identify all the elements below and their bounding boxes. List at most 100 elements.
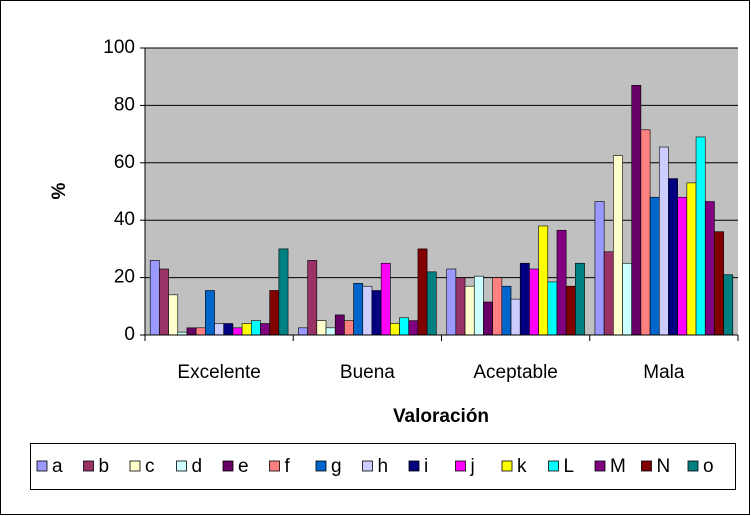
bar [556,229,567,336]
bar [501,285,512,336]
bar [704,201,715,336]
legend-swatch [687,460,699,472]
legend-swatch [594,460,606,472]
y-tick-label: 20 [114,267,135,288]
bar [547,281,558,336]
bar [492,277,503,336]
legend-label: M [610,456,626,477]
legend-swatch [362,460,373,472]
legend-label: o [703,456,714,477]
legend-swatch [548,460,559,472]
bar [186,327,197,336]
legend-swatch [176,460,187,472]
bar [362,285,373,336]
bar [575,262,585,336]
legend-swatch [222,460,234,472]
bar [603,251,614,336]
bar [232,327,243,336]
bar [473,275,484,336]
bar [371,290,382,336]
bar [344,320,354,336]
bar [260,323,270,336]
y-tick-label: 100 [103,37,135,58]
legend-label: b [99,456,110,477]
legend-label: f [285,456,291,477]
bar [565,285,576,336]
bar [149,260,160,336]
bar [334,314,345,336]
bar [250,320,261,336]
x-tick-label: Excelente [177,362,260,383]
legend-label: d [192,456,203,477]
legend-swatch [315,460,327,472]
legend-label: L [564,456,575,477]
bar [668,178,678,336]
x-tick-label: Mala [643,362,685,383]
legend-label: c [145,456,155,477]
x-axis-title: Valoración [393,406,489,427]
bar [159,268,169,336]
legend-swatch [36,460,48,472]
y-tick-label: 40 [114,209,135,230]
legend-label: j [470,456,475,477]
y-tick-label: 80 [114,94,135,115]
bar [269,290,280,336]
bar [168,294,179,336]
legend-label: k [517,456,527,477]
bar [640,129,651,336]
legend-swatch [501,460,513,472]
y-tick-label: 0 [124,324,135,345]
bar [529,268,539,336]
bar [298,327,308,336]
bar [408,320,419,336]
legend-label: a [52,456,63,477]
legend-swatch [641,460,652,472]
bar [417,248,428,336]
legend-swatch [83,460,94,472]
bar [214,323,225,336]
legend [30,443,736,490]
bar [446,268,457,336]
bar [714,231,724,336]
bar [353,283,364,336]
bar [455,277,466,336]
bar [510,298,521,336]
bar [686,182,697,336]
legend-swatch [455,460,466,472]
legend-label: e [238,456,249,477]
bar [594,201,605,336]
legend-label: h [378,456,389,477]
bar [223,323,234,336]
bar [723,274,734,336]
bar [538,225,549,336]
legend-swatch [129,460,141,472]
bar [426,271,437,336]
y-tick-label: 60 [114,152,135,173]
bar [631,85,642,336]
bar [622,262,633,336]
bar [195,327,206,336]
bar [658,146,669,336]
bar [464,285,475,336]
bar [399,317,410,336]
legend-label: g [331,456,342,477]
bar [649,196,660,336]
legend-swatch [269,460,280,472]
bar [677,196,688,336]
bar [325,327,336,336]
bar [307,260,318,336]
x-tick-label: Buena [340,362,395,383]
y-axis-title: % [49,182,70,199]
legend-swatch [408,460,420,472]
legend-label: i [424,456,428,477]
bar [316,320,327,336]
bar [278,248,289,336]
bar [205,290,215,336]
bar [613,155,623,336]
bar [390,323,400,336]
x-tick-label: Aceptable [473,362,558,383]
bar [483,301,493,336]
bar [380,262,391,336]
bar [695,136,706,336]
legend-label: N [657,456,671,477]
